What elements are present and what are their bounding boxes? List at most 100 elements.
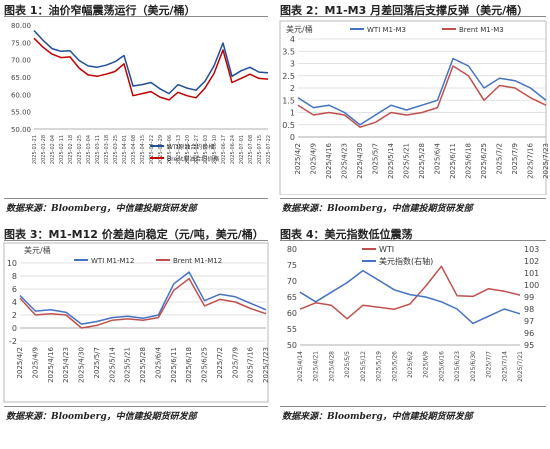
x-tick-label: 2025/4/14: [297, 351, 304, 382]
x-tick-label: 2025-05-06: [167, 135, 173, 164]
x-tick-label: 2025/5/21: [403, 143, 411, 179]
x-tick-label: 2025/5/28: [418, 143, 426, 179]
panel-2-source: 数据来源：Bloomberg，中信建投期货研发部: [282, 204, 473, 214]
y-tick-label: 10: [7, 259, 17, 268]
legend-label: 美元指数(右轴): [379, 256, 433, 266]
y-tick-label: 2.5: [282, 72, 295, 81]
panel-2-title: 图表 2：M1-M3 月差回落后支撑反弹（美元/桶）: [280, 4, 529, 17]
x-tick-label: 2025/4/21: [313, 351, 320, 382]
x-tick-label: 2025-06-17: [221, 135, 227, 164]
x-tick-label: 2025/7/16: [247, 346, 255, 382]
x-tick-label: 2025-05-13: [176, 135, 182, 164]
x-tick-label: 2025/7/2: [216, 347, 224, 378]
x-tick-label: 2025/4/23: [62, 347, 70, 383]
y-tick-label: 2: [290, 84, 295, 93]
y-tick-label: 60: [287, 309, 297, 318]
y-tick-label: 80: [287, 245, 297, 254]
panel-1-title-rule: [4, 16, 268, 17]
x-tick-label: 2025-06-24: [230, 135, 236, 164]
x-tick-label: 2025/5/21: [124, 347, 132, 383]
x-tick-label: 2025/4/30: [356, 143, 364, 179]
x-tick-label: 2025/5/14: [387, 142, 395, 178]
x-tick-label: 2025-04-22: [149, 135, 155, 164]
y2-tick-label: 96: [524, 329, 534, 338]
x-tick-label: 2025-07-15: [257, 135, 263, 164]
y-tick-label: 75: [287, 261, 297, 270]
y-tick-label: 65.00: [11, 74, 31, 82]
legend-label: WTI原油合约价格: [167, 143, 214, 151]
y-tick-label: 0: [290, 133, 295, 142]
x-tick-label: 2025/6/23: [454, 351, 461, 382]
legend-label: Brent M1-M3: [459, 26, 504, 34]
x-tick-label: 2025/6/18: [185, 347, 193, 383]
x-tick-label: 2025-03-18: [104, 135, 110, 164]
chart-m1-m12-spread: -2 0 2 4 6 8 10 2025/4/2 2025/4/9 2025/4/16 2025/4…: [3, 242, 270, 403]
x-tick-label: 2025/5/14: [108, 346, 116, 382]
series-line-1: [19, 271, 267, 325]
panel-3-source-rule: [4, 406, 268, 407]
chart-m1-m3-spread: 0 0.5 1 1.5 2 2.5 3 3.5 4 2025/4/2 2025/4/9 2025/4/…: [279, 20, 550, 195]
panel-1-source: 数据来源：Bloomberg，中信建投期货研发部: [6, 204, 197, 214]
legend-label: WTI M1-M12: [91, 257, 134, 265]
chart-frame: [279, 20, 547, 195]
x-tick-label: 2025-07-01: [239, 135, 245, 164]
y-tick-label: 6: [12, 285, 17, 294]
y-tick-label: 60.00: [11, 91, 31, 99]
y-tick-label: 3: [290, 60, 295, 69]
chart-dollar-index: 50 55 60 65 70 75 80 95 96 97 98 99 100 101 102 103 2025…: [287, 245, 539, 382]
y-tick-label: -2: [9, 337, 17, 346]
x-tick-label: 2025-03-25: [113, 135, 119, 164]
y-tick-label: 75.00: [11, 39, 31, 47]
x-tick-label: 2025/7/21: [517, 351, 524, 382]
x-tick-label: 2025/7/14: [501, 351, 508, 382]
y2-tick-label: 99: [524, 293, 534, 302]
y-tick-label: 70.00: [11, 57, 31, 65]
y-tick-label: 0.5: [282, 121, 295, 130]
y2-tick-label: 102: [524, 257, 539, 266]
x-tick-label: 2025/7/2: [496, 143, 504, 174]
y2-tick-label: 103: [524, 245, 539, 254]
x-tick-label: 2025/6/16: [438, 351, 445, 382]
x-tick-label: 2025/7/16: [527, 142, 535, 178]
x-tick-label: 2025/4/2: [16, 347, 24, 378]
y-tick-label: 55.00: [11, 109, 31, 117]
x-tick-label: 2025/5/7: [93, 347, 101, 378]
x-tick-label: 2025/6/9: [423, 351, 430, 378]
legend-label: Brent M1-M12: [173, 257, 222, 265]
x-tick-label: 2025/6/4: [434, 142, 442, 174]
panel-4-source: 数据来源：Bloomberg，中信建投期货研发部: [282, 412, 473, 422]
x-tick-label: 2025-02-11: [59, 135, 65, 164]
x-tick-label: 2025/7/9: [511, 143, 519, 174]
series-line-1: [299, 265, 521, 320]
x-tick-label: 2025/4/30: [78, 347, 86, 383]
y-tick-label: 80.00: [11, 22, 31, 30]
panel-2-source-rule: [280, 198, 546, 199]
x-tick-label: 2025-02-04: [50, 135, 56, 164]
chart-frame: [3, 242, 269, 403]
x-tick-label: 2025-03-04: [86, 135, 92, 164]
x-tick-label: 2025/4/9: [310, 143, 318, 174]
x-tick-label: 2025-04-08: [131, 135, 137, 164]
panel-3-title-rule: [4, 240, 268, 241]
x-tick-label: 2025-06-10: [212, 135, 218, 164]
y-tick-label: 4: [12, 298, 17, 307]
y2-tick-label: 100: [524, 281, 539, 290]
x-tick-label: 2025-07-08: [248, 135, 254, 164]
x-tick-label: 2025/7/23: [262, 347, 270, 383]
x-tick-label: 2025/4/23: [341, 143, 349, 179]
x-tick-label: 2025/4/16: [47, 346, 55, 382]
x-tick-label: 2025/6/25: [201, 347, 209, 383]
x-tick-label: 2025-02-18: [68, 135, 74, 164]
x-tick-label: 2025/6/30: [470, 351, 477, 382]
y2-tick-label: 101: [524, 269, 539, 278]
legend-label: WTI M1-M3: [367, 26, 406, 34]
panel-1-title: 图表 1：油价窄幅震荡运行（美元/桶）: [4, 4, 196, 17]
y-tick-label: 70: [287, 277, 297, 286]
y-tick-label: 50.00: [11, 126, 31, 134]
x-tick-label: 2025-04-01: [122, 135, 128, 164]
x-tick-label: 2025/6/18: [465, 143, 473, 179]
series-line-2: [19, 277, 267, 329]
x-tick-label: 2025/4/9: [31, 347, 39, 378]
panel-1-source-rule: [4, 198, 268, 199]
x-tick-label: 2025-05-20: [185, 135, 191, 164]
